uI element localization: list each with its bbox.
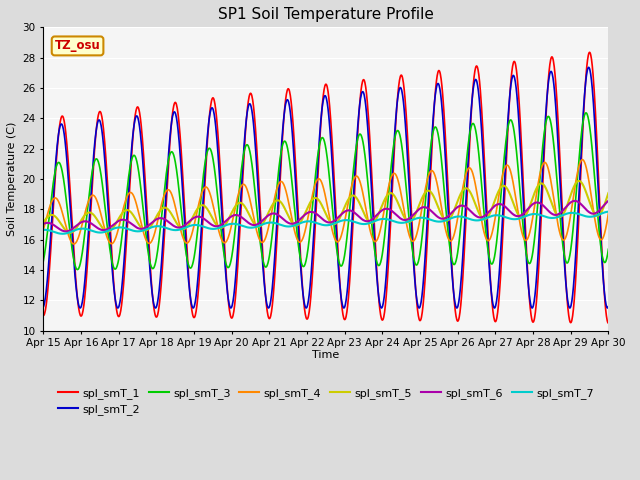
Y-axis label: Soil Temperature (C): Soil Temperature (C) bbox=[7, 122, 17, 236]
spl_smT_4 bbox=[166, 188, 173, 193]
spl_smT_4 bbox=[579, 157, 586, 163]
X-axis label: Time: Time bbox=[312, 350, 339, 360]
Line: spl_smT_7: spl_smT_7 bbox=[44, 212, 609, 234]
spl_smT_5 bbox=[575, 178, 583, 184]
spl_smT_7 bbox=[538, 213, 545, 218]
spl_smT_3 bbox=[228, 248, 236, 254]
spl_smT_5 bbox=[166, 208, 173, 214]
Line: spl_smT_1: spl_smT_1 bbox=[44, 52, 609, 323]
spl_smT_6 bbox=[40, 221, 47, 227]
spl_smT_7 bbox=[228, 221, 236, 227]
spl_smT_5 bbox=[40, 219, 47, 225]
spl_smT_3 bbox=[538, 155, 545, 160]
spl_smT_5 bbox=[228, 208, 236, 214]
spl_smT_4 bbox=[488, 231, 495, 237]
spl_smT_7 bbox=[166, 226, 173, 232]
spl_smT_2 bbox=[165, 145, 173, 151]
spl_smT_3 bbox=[166, 153, 173, 159]
spl_smT_2 bbox=[228, 302, 236, 308]
spl_smT_6 bbox=[538, 201, 545, 207]
Title: SP1 Soil Temperature Profile: SP1 Soil Temperature Profile bbox=[218, 7, 434, 22]
spl_smT_4 bbox=[414, 227, 422, 232]
Text: TZ_osu: TZ_osu bbox=[54, 39, 100, 52]
spl_smT_5 bbox=[605, 190, 612, 196]
spl_smT_1 bbox=[40, 312, 47, 318]
spl_smT_4 bbox=[538, 165, 545, 170]
spl_smT_6 bbox=[228, 213, 236, 219]
spl_smT_4 bbox=[40, 227, 47, 233]
spl_smT_1 bbox=[605, 320, 612, 326]
Line: spl_smT_3: spl_smT_3 bbox=[44, 113, 609, 270]
Line: spl_smT_6: spl_smT_6 bbox=[44, 201, 609, 231]
spl_smT_4 bbox=[152, 227, 159, 232]
spl_smT_5 bbox=[488, 206, 495, 212]
spl_smT_2 bbox=[605, 304, 612, 310]
spl_smT_6 bbox=[414, 207, 422, 213]
spl_smT_5 bbox=[152, 215, 159, 221]
spl_smT_2 bbox=[488, 294, 495, 300]
spl_smT_1 bbox=[488, 291, 495, 297]
spl_smT_2 bbox=[453, 305, 461, 311]
spl_smT_7 bbox=[152, 223, 159, 229]
spl_smT_6 bbox=[488, 206, 495, 212]
spl_smT_1 bbox=[413, 307, 421, 313]
spl_smT_6 bbox=[166, 220, 173, 226]
spl_smT_3 bbox=[152, 259, 159, 265]
spl_smT_2 bbox=[413, 301, 421, 307]
spl_smT_2 bbox=[152, 305, 159, 311]
spl_smT_2 bbox=[538, 186, 545, 192]
spl_smT_1 bbox=[228, 315, 236, 321]
spl_smT_7 bbox=[414, 215, 422, 221]
spl_smT_2 bbox=[585, 64, 593, 70]
spl_smT_1 bbox=[538, 214, 545, 220]
Line: spl_smT_2: spl_smT_2 bbox=[44, 67, 609, 308]
spl_smT_7 bbox=[40, 227, 47, 233]
spl_smT_3 bbox=[488, 261, 495, 267]
spl_smT_6 bbox=[605, 198, 612, 204]
spl_smT_3 bbox=[40, 258, 47, 264]
spl_smT_5 bbox=[414, 205, 422, 211]
spl_smT_3 bbox=[582, 110, 590, 116]
spl_smT_4 bbox=[70, 241, 78, 247]
spl_smT_1 bbox=[586, 49, 593, 55]
spl_smT_2 bbox=[40, 304, 47, 310]
Line: spl_smT_4: spl_smT_4 bbox=[44, 160, 609, 244]
spl_smT_5 bbox=[67, 230, 74, 236]
spl_smT_4 bbox=[228, 217, 236, 223]
spl_smT_3 bbox=[414, 260, 422, 266]
spl_smT_4 bbox=[605, 211, 612, 216]
spl_smT_6 bbox=[152, 217, 159, 223]
Legend: spl_smT_1, spl_smT_2, spl_smT_3, spl_smT_4, spl_smT_5, spl_smT_6, spl_smT_7: spl_smT_1, spl_smT_2, spl_smT_3, spl_smT… bbox=[53, 384, 598, 420]
spl_smT_1 bbox=[165, 153, 173, 158]
spl_smT_5 bbox=[538, 180, 545, 186]
spl_smT_7 bbox=[488, 213, 495, 219]
Line: spl_smT_5: spl_smT_5 bbox=[44, 181, 609, 233]
spl_smT_7 bbox=[59, 231, 67, 237]
spl_smT_7 bbox=[605, 209, 612, 215]
spl_smT_3 bbox=[74, 267, 81, 273]
spl_smT_6 bbox=[62, 228, 70, 234]
spl_smT_3 bbox=[605, 246, 612, 252]
spl_smT_1 bbox=[152, 312, 159, 318]
